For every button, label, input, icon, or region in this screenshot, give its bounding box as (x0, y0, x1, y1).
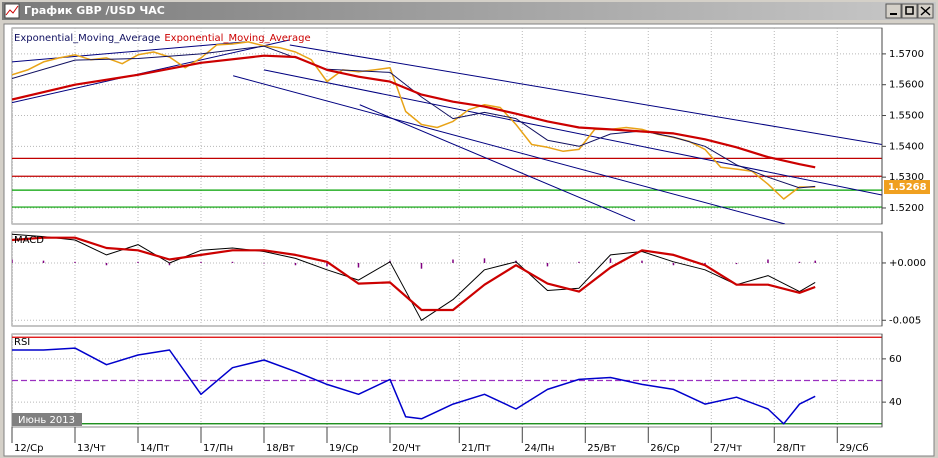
y-tick-label: 1.5200 (889, 203, 924, 214)
series-line (12, 236, 816, 312)
title-bar (2, 2, 936, 20)
histogram-bar (578, 261, 580, 263)
x-tick-label: 14/Пт (140, 443, 170, 454)
window-icon (4, 3, 20, 19)
x-tick-label: 21/Пт (461, 443, 491, 454)
maximize-button[interactable] (901, 3, 918, 19)
x-tick-label: 26/Ср (650, 443, 679, 454)
window-title: График GBP /USD ЧАС (24, 4, 165, 17)
period-label-box (12, 413, 82, 426)
trend-line (263, 69, 882, 196)
x-tick-label: 28/Пт (776, 443, 806, 454)
histogram-bar (483, 258, 486, 263)
series-line (12, 233, 816, 321)
histogram-bar (200, 261, 202, 263)
y-tick-label: +0.000 (889, 258, 926, 269)
panel-plot (12, 232, 882, 326)
histogram-bar (609, 258, 612, 263)
trend-line (232, 75, 786, 224)
histogram-bar (42, 260, 45, 263)
y-tick-label: 40 (889, 397, 902, 408)
last-price-label: 1.5268 (888, 182, 927, 193)
y-tick-label: 1.5700 (889, 49, 924, 60)
histogram-bar (263, 262, 265, 264)
panel-label: MACD (14, 235, 44, 246)
y-tick-label: 1.5400 (889, 141, 924, 152)
histogram-bar (672, 262, 675, 266)
y-tick-label: 1.5500 (889, 111, 924, 122)
y-tick-label: -0.005 (889, 315, 921, 326)
x-tick-label: 24/Пн (524, 443, 554, 454)
histogram-bar (294, 262, 297, 266)
histogram-bar (326, 262, 328, 267)
panel-plot (12, 28, 882, 224)
period-label: Июнь 2013 (18, 415, 75, 426)
maximize-glyph (905, 6, 914, 15)
close-glyph (920, 6, 931, 16)
series-line (12, 54, 816, 169)
histogram-bar (231, 261, 234, 263)
x-tick-label: 18/Вт (266, 443, 295, 454)
histogram-bar (168, 262, 171, 266)
panel-label: RSI (14, 337, 30, 348)
x-tick-label: 19/Ср (329, 443, 358, 454)
histogram-bar (137, 261, 139, 263)
histogram-bar (641, 260, 643, 263)
histogram-bar (105, 262, 108, 266)
panel-frame (11, 231, 883, 327)
legend-entry: Exponential_Moving_Average (14, 33, 160, 44)
last-price-tag (884, 180, 930, 195)
trend-line (289, 44, 882, 145)
x-tick-label: 27/Чт (713, 443, 742, 454)
legend-entry: Exponential_Moving_Average (164, 33, 310, 44)
histogram-bar (546, 262, 549, 267)
x-tick-label: 12/Ср (14, 443, 43, 454)
histogram-bar (12, 259, 13, 263)
x-tick-label: 13/Чт (77, 443, 106, 454)
window-buttons (885, 3, 934, 19)
x-tick-label: 20/Чт (392, 443, 421, 454)
x-tick-label: 17/Пн (203, 443, 233, 454)
histogram-bar (798, 261, 801, 263)
histogram-bar (420, 262, 423, 269)
panel-plot (12, 334, 882, 427)
window-icon-glyph (5, 5, 19, 16)
y-tick-label: 1.5300 (889, 172, 924, 183)
y-tick-label: 60 (889, 354, 902, 365)
series-line (12, 45, 816, 189)
histogram-bar (357, 262, 360, 268)
x-tick-label: 25/Вт (587, 443, 616, 454)
trend-line (12, 41, 246, 63)
histogram-bar (735, 262, 738, 265)
panel-frame (11, 27, 883, 225)
histogram-bar (74, 261, 76, 263)
series-line (12, 347, 816, 425)
histogram-bar (814, 260, 816, 263)
x-tick-label: 29/Сб (839, 443, 868, 454)
histogram-bar (452, 259, 454, 263)
trend-line (359, 104, 636, 222)
minimize-button[interactable] (885, 3, 902, 19)
y-tick-label: 1.5600 (889, 80, 924, 91)
histogram-bar (767, 259, 769, 263)
